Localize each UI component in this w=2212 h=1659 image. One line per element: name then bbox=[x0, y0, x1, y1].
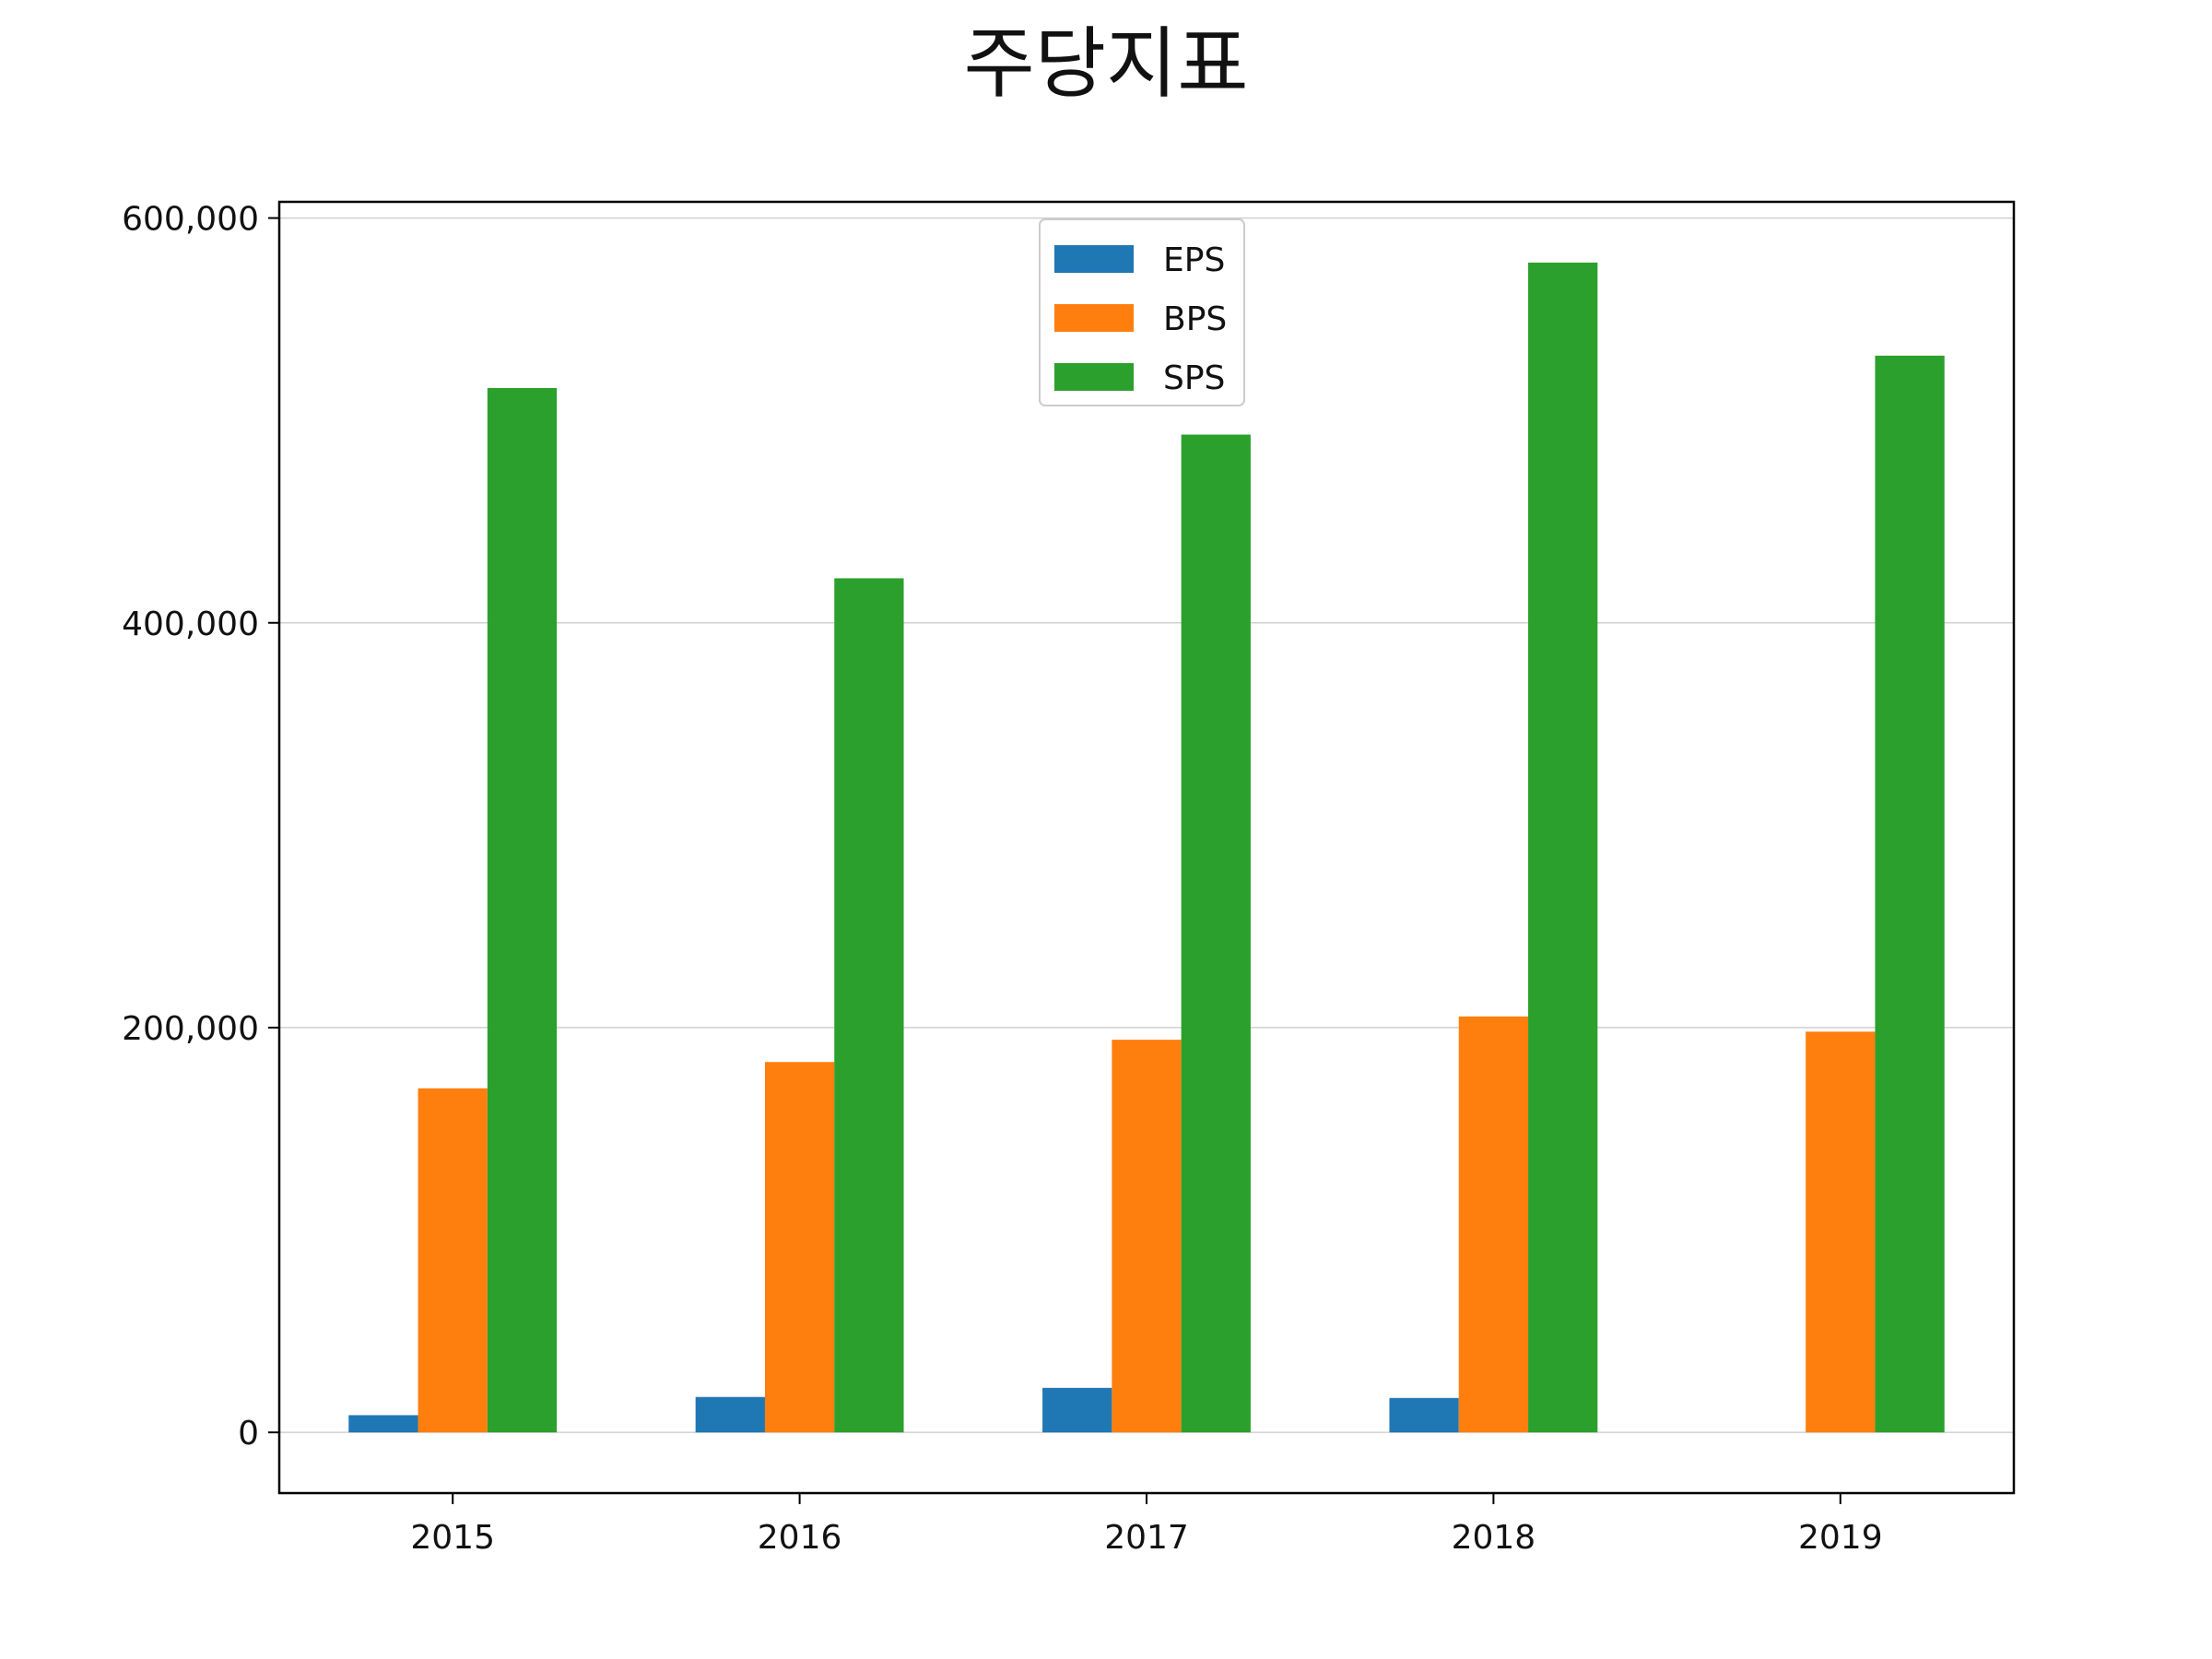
chart-title: 주당지표 bbox=[963, 18, 1249, 109]
bars bbox=[348, 262, 1945, 1433]
legend-swatch-eps bbox=[1054, 245, 1134, 273]
bar-sps-2017 bbox=[1181, 434, 1251, 1433]
bar-bps-2015 bbox=[418, 1088, 488, 1433]
legend-label-bps: BPS bbox=[1163, 300, 1227, 338]
bar-eps-2018 bbox=[1389, 1397, 1459, 1433]
legend: EPS BPS SPS bbox=[1039, 218, 1245, 406]
bar-bps-2019 bbox=[1806, 1031, 1876, 1433]
grid-lines bbox=[279, 217, 2014, 1433]
x-tick-label: 2016 bbox=[758, 1519, 842, 1557]
y-tick-label: 600,000 bbox=[122, 201, 259, 239]
bar-sps-2015 bbox=[487, 388, 558, 1433]
bar-sps-2019 bbox=[1875, 355, 1945, 1433]
bar-sps-2018 bbox=[1528, 262, 1598, 1433]
legend-label-eps: EPS bbox=[1163, 241, 1225, 279]
bar-eps-2017 bbox=[1042, 1387, 1112, 1433]
bar-eps-2015 bbox=[348, 1415, 418, 1433]
x-tick-label: 2017 bbox=[1104, 1519, 1189, 1557]
legend-label-sps: SPS bbox=[1163, 359, 1225, 397]
x-tick-label: 2015 bbox=[410, 1519, 495, 1557]
legend-swatch-sps bbox=[1054, 363, 1134, 391]
x-tick-label: 2018 bbox=[1452, 1519, 1536, 1557]
bar-bps-2017 bbox=[1112, 1040, 1182, 1433]
y-tick-label: 400,000 bbox=[122, 606, 259, 643]
legend-swatch-bps bbox=[1054, 304, 1134, 332]
bar-bps-2018 bbox=[1458, 1016, 1529, 1433]
bar-bps-2016 bbox=[764, 1062, 835, 1433]
y-tick-label: 0 bbox=[238, 1415, 259, 1453]
bar-eps-2016 bbox=[695, 1396, 765, 1433]
axes: 0 200,000 400,000 600,000 2015 2016 2017 2018 20… bbox=[122, 201, 1882, 1557]
x-tick-label: 2019 bbox=[1798, 1519, 1883, 1557]
y-tick-label: 200,000 bbox=[122, 1010, 259, 1048]
bar-sps-2016 bbox=[834, 578, 904, 1433]
